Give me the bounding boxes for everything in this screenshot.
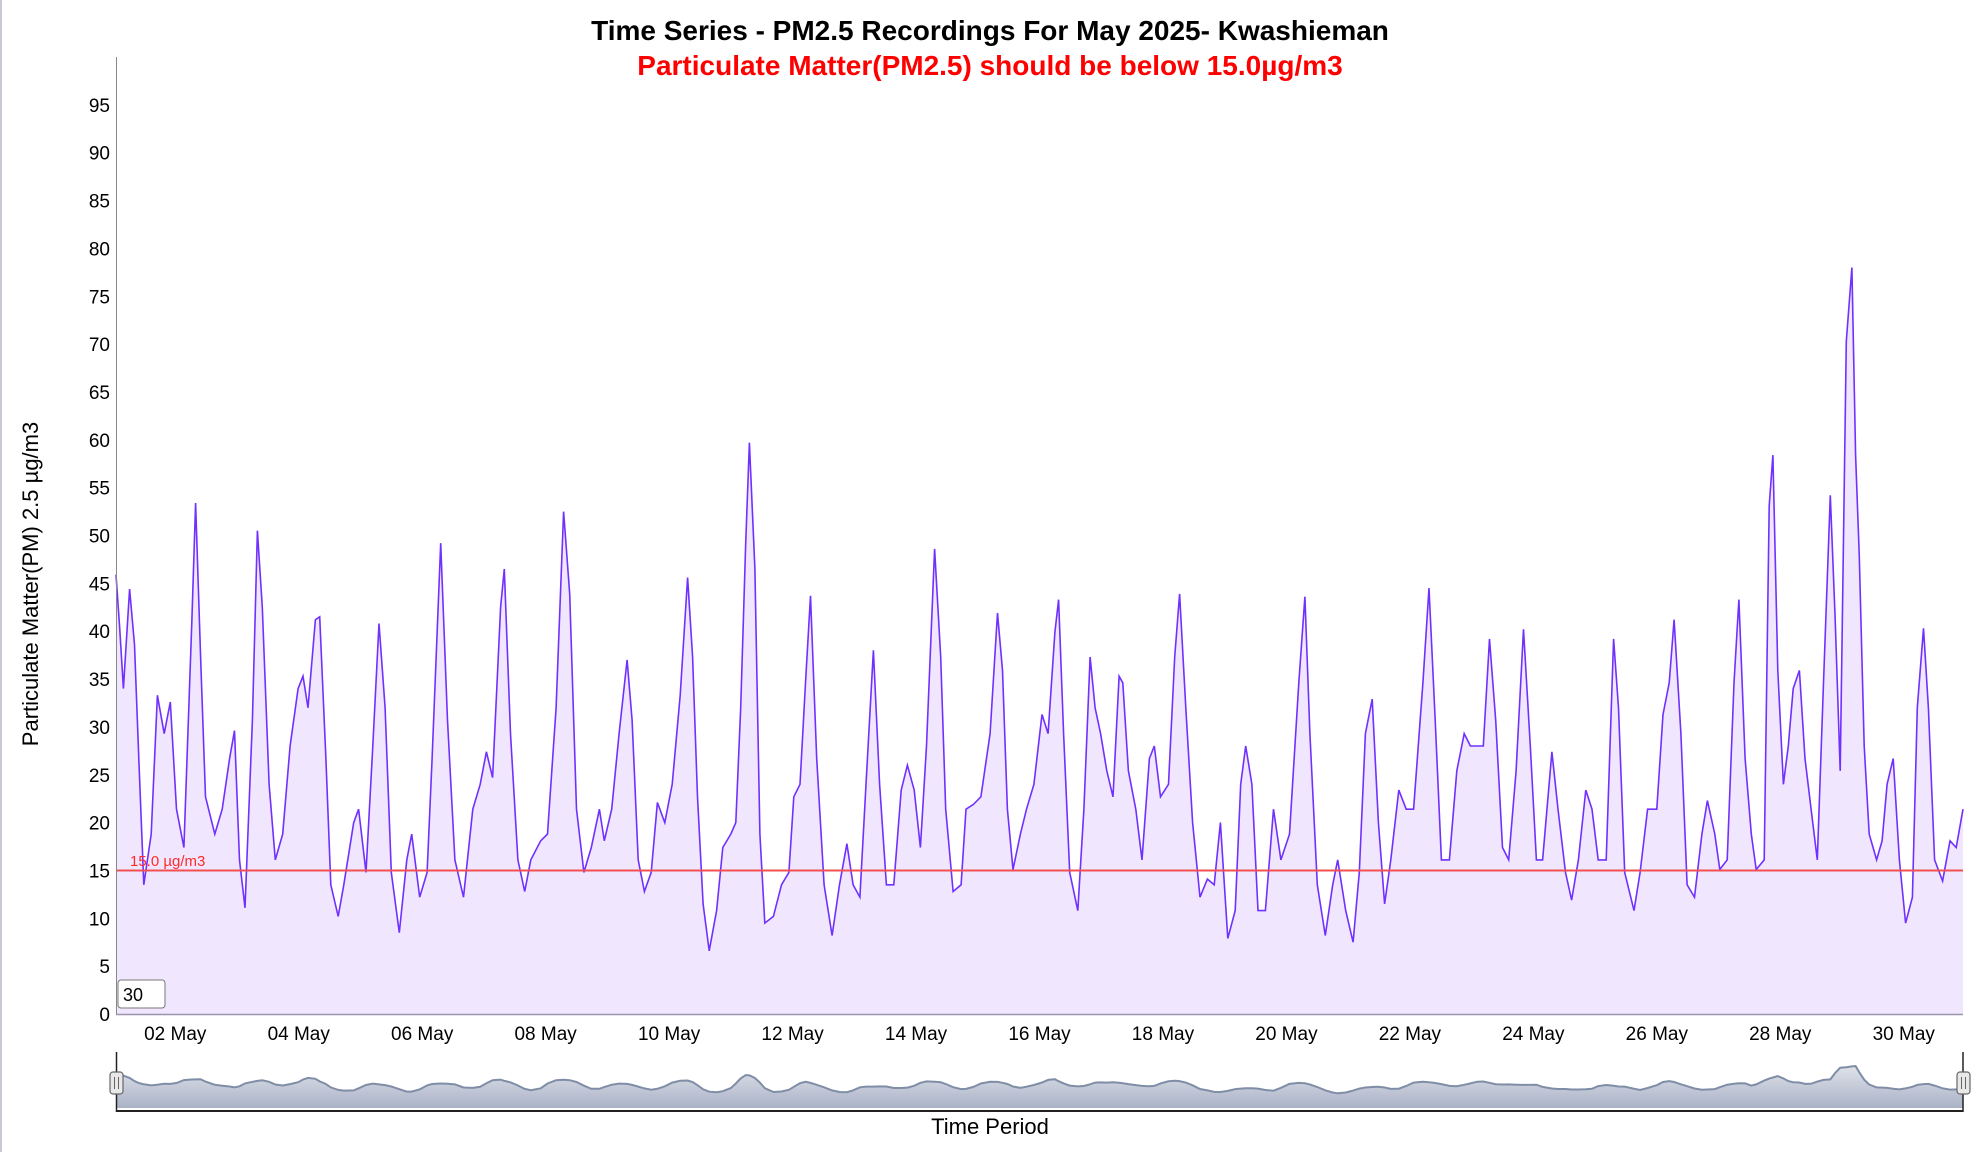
y-tick-label: 40 [89,622,110,643]
y-tick-label: 5 [99,957,110,978]
navigator-left-handle[interactable] [109,1071,124,1095]
window-border [0,0,2,1152]
x-tick-label: 30 May [1873,1024,1936,1045]
series-line [115,267,1964,951]
plot-area: 15.0 µg/m3 [115,57,1964,1016]
y-tick-label: 15 [89,861,110,882]
navigator[interactable] [109,1052,1971,1112]
x-tick-label: 26 May [1626,1024,1689,1045]
x-axis-title: Time Period [931,1114,1049,1139]
x-tick-label: 12 May [761,1024,824,1045]
y-tick-label: 70 [89,335,110,356]
x-tick-label: 08 May [514,1024,577,1045]
x-tick-label: 20 May [1255,1024,1318,1045]
y-tick-label: 85 [89,192,110,213]
x-tick-label: 24 May [1502,1024,1565,1045]
range-input-box[interactable]: 30 [117,979,166,1009]
x-tick-label: 28 May [1749,1024,1812,1045]
y-tick-label: 20 [89,814,110,835]
x-tick-label: 16 May [1008,1024,1071,1045]
y-tick-label: 10 [89,909,110,930]
navigator-series-line [115,1065,1964,1095]
x-tick-label: 02 May [144,1024,207,1045]
series-area-fill [116,267,1963,1014]
y-tick-label: 75 [89,287,110,308]
y-tick-label: 80 [89,239,110,260]
chart-title: Time Series - PM2.5 Recordings For May 2… [591,15,1389,46]
threshold-label: 15.0 µg/m3 [130,853,205,870]
range-input-value[interactable]: 30 [123,985,143,1005]
y-tick-label: 65 [89,383,110,404]
navigator-right-handle[interactable] [1956,1071,1971,1095]
y-tick-label: 30 [89,718,110,739]
x-axis-ticks: 02 May 04 May 06 May 08 May 10 May 12 May 14 M… [144,1024,1935,1045]
x-tick-label: 18 May [1132,1024,1195,1045]
navigator-series-fill [116,1066,1963,1108]
x-tick-label: 04 May [268,1024,331,1045]
y-axis-title: Particulate Matter(PM) 2.5 µg/m3 [18,422,43,746]
y-tick-label: 90 [89,144,110,165]
x-tick-label: 10 May [638,1024,701,1045]
y-axis-ticks: 0 5 10 15 20 25 30 35 40 45 50 55 60 65 70 75 80 85 90 95 [89,96,110,1026]
y-tick-label: 60 [89,431,110,452]
y-tick-label: 35 [89,670,110,691]
x-tick-label: 06 May [391,1024,454,1045]
chart-subtitle: Particulate Matter(PM2.5) should be belo… [637,50,1342,81]
x-tick-label: 22 May [1379,1024,1442,1045]
y-tick-label: 0 [99,1005,110,1026]
y-tick-label: 55 [89,479,110,500]
y-tick-label: 95 [89,96,110,117]
y-tick-label: 45 [89,574,110,595]
y-tick-label: 50 [89,527,110,548]
x-tick-label: 14 May [885,1024,948,1045]
y-tick-label: 25 [89,766,110,787]
